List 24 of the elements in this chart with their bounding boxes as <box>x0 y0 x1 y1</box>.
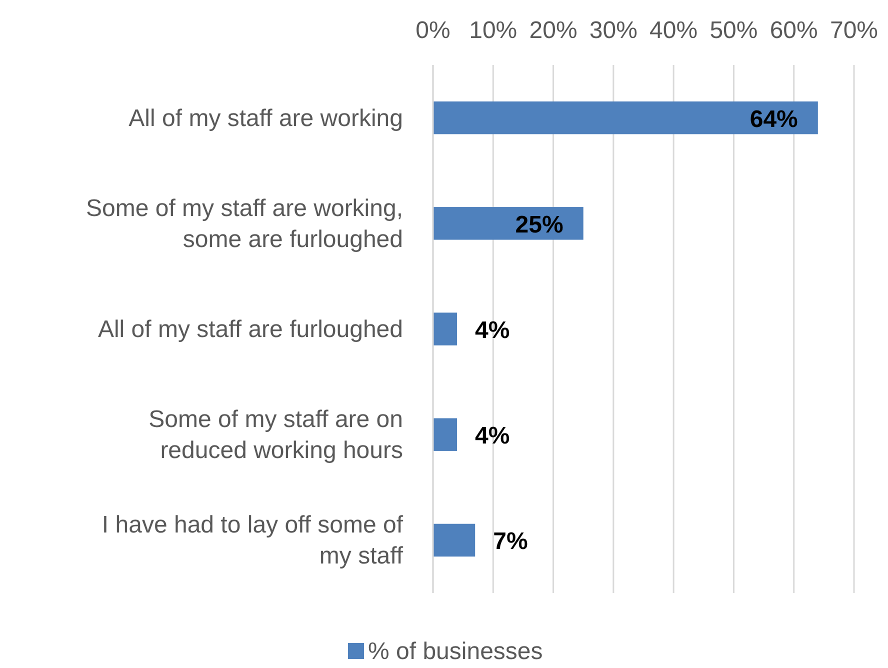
text: 25% <box>515 211 564 238</box>
bar <box>433 312 458 346</box>
x-tick-label: 0% <box>416 17 450 44</box>
y-tick-label: All of my staff are furloughed <box>98 316 403 343</box>
text: 4% <box>475 317 510 344</box>
y-tick-label: I have had to lay off some of my staff <box>102 512 404 570</box>
text: 64% <box>750 106 798 133</box>
y-tick-label: All of my staff are working <box>128 104 403 132</box>
x-tick-label: 30% <box>589 17 638 44</box>
bar <box>433 524 476 557</box>
bar <box>433 101 818 134</box>
bar <box>433 418 458 451</box>
x-tick-label: 50% <box>710 17 758 44</box>
text: 4% <box>475 422 510 450</box>
text: 7% <box>493 528 528 556</box>
x-tick-label: 60% <box>770 17 818 44</box>
y-tick-label: Some of my staff are working, some are furloughed <box>86 194 403 253</box>
x-tick-label: 10% <box>469 17 518 44</box>
bar <box>433 207 584 240</box>
x-tick-label: 40% <box>650 17 698 44</box>
x-tick-label: 20% <box>529 17 578 44</box>
x-tick-label: 70% <box>830 17 878 44</box>
y-tick-label: Some of my staff are on reduced working hours <box>148 406 403 464</box>
legend-label: % of businesses <box>368 638 543 665</box>
